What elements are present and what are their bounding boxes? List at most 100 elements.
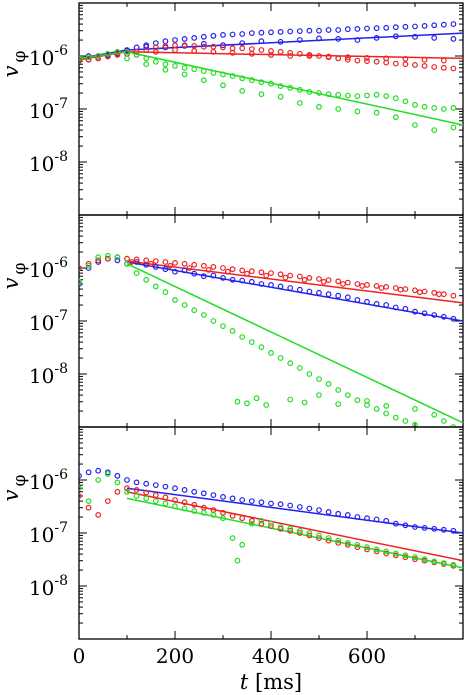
series-points — [79, 48, 457, 134]
data-point — [152, 258, 159, 265]
x-tick-label: 400 — [252, 644, 290, 668]
data-point — [335, 387, 342, 393]
data-point — [234, 398, 241, 405]
y-axis-title: vφ — [0, 263, 30, 290]
fit-line — [126, 263, 463, 424]
data-point — [335, 292, 342, 299]
data-point — [148, 260, 154, 267]
data-point — [325, 291, 332, 298]
data-point — [191, 501, 198, 508]
data-point — [239, 541, 246, 548]
data-point — [383, 517, 390, 524]
data-point — [287, 396, 294, 403]
data-point — [277, 271, 284, 278]
data-point — [85, 498, 92, 505]
data-point — [200, 40, 207, 47]
data-point — [244, 270, 250, 277]
data-point — [354, 93, 361, 99]
data-point — [344, 541, 351, 548]
data-point — [383, 403, 390, 409]
data-point — [191, 307, 198, 314]
data-point — [220, 494, 226, 500]
data-point — [258, 29, 265, 36]
data-point — [412, 23, 418, 30]
data-point — [220, 82, 226, 89]
data-point — [412, 33, 418, 40]
data-point — [306, 27, 313, 34]
data-point — [133, 48, 140, 55]
data-point — [287, 360, 294, 367]
data-point — [172, 503, 178, 510]
data-point — [354, 57, 361, 64]
data-point — [79, 485, 82, 492]
data-point — [383, 302, 390, 308]
data-point — [301, 399, 308, 406]
data-point — [277, 524, 284, 530]
data-point — [167, 262, 174, 269]
data-point — [344, 294, 351, 301]
data-point — [258, 499, 265, 506]
data-point — [181, 505, 188, 512]
data-point — [258, 281, 265, 287]
data-point — [364, 55, 370, 61]
data-point — [210, 69, 217, 76]
data-point — [152, 264, 159, 270]
data-point — [335, 55, 342, 62]
data-point — [114, 479, 121, 486]
data-point — [402, 418, 409, 424]
data-point — [287, 502, 294, 509]
data-point — [191, 261, 198, 268]
data-point — [296, 286, 303, 293]
data-point — [296, 50, 303, 57]
data-point — [344, 92, 351, 99]
data-point — [325, 53, 332, 60]
data-point — [287, 53, 294, 59]
data-point — [392, 60, 399, 67]
data-point — [229, 276, 236, 283]
y-tick-label: 10-7 — [29, 308, 68, 335]
y-tick-label: 10-8 — [29, 573, 68, 600]
data-point — [431, 127, 438, 134]
data-point — [239, 515, 246, 522]
data-point — [354, 544, 361, 551]
data-point — [220, 515, 226, 522]
y-axis-title: vφ — [0, 51, 30, 78]
x-axis-title-unit: [ms] — [248, 670, 302, 694]
data-point — [220, 44, 226, 51]
data-point — [316, 289, 322, 296]
data-point — [378, 285, 385, 291]
data-point — [320, 278, 327, 285]
data-point — [172, 260, 178, 266]
data-point — [316, 53, 322, 59]
data-point — [124, 260, 130, 267]
data-point — [95, 512, 102, 518]
data-point — [325, 91, 332, 98]
data-point — [133, 52, 140, 58]
data-point — [268, 270, 274, 277]
data-point — [373, 548, 380, 555]
y-tick-label: 10-6 — [29, 467, 68, 494]
data-point — [277, 38, 284, 45]
plot-area — [79, 21, 463, 134]
data-point — [200, 509, 207, 516]
data-point — [440, 526, 447, 533]
data-point — [383, 410, 390, 417]
data-point — [181, 64, 188, 71]
data-point — [402, 61, 409, 68]
y-tick-label: 10-7 — [29, 520, 68, 547]
data-point — [181, 267, 188, 274]
data-point — [210, 32, 217, 39]
series-points — [79, 21, 457, 64]
data-point — [124, 477, 130, 483]
data-point — [181, 302, 188, 308]
data-point — [95, 257, 102, 264]
data-point — [412, 308, 418, 315]
data-point — [325, 277, 332, 284]
data-point — [133, 493, 140, 499]
data-point — [344, 54, 351, 61]
data-point — [335, 27, 342, 33]
data-point — [143, 257, 150, 264]
data-point — [224, 268, 231, 275]
data-point — [172, 497, 178, 503]
data-point — [364, 546, 370, 553]
